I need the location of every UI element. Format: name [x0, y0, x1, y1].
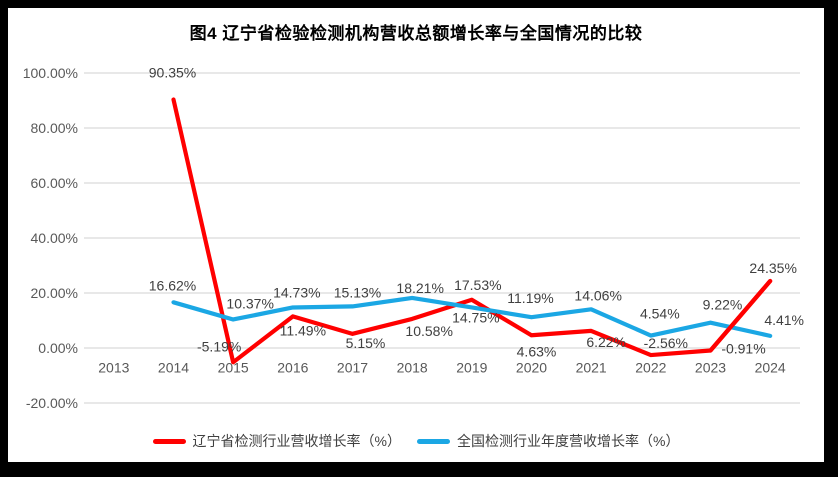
y-axis-tick-label: 0.00%: [38, 340, 78, 356]
x-axis-tick-label: 2022: [635, 360, 666, 376]
data-label-liaoning-2020: 4.63%: [517, 343, 557, 359]
legend-item-national: 全国检测行业年度营收增长率（%）: [417, 431, 679, 451]
x-axis-tick-label: 2021: [576, 360, 607, 376]
line-chart-plot: 100.00% 80.00% 60.00% 40.00% 20.00% 0.00% -20.…: [23, 65, 804, 411]
data-label-liaoning-2021: 6.22%: [586, 334, 626, 350]
series-line-liaoning: [171, 97, 773, 365]
legend-swatch-liaoning: [152, 438, 186, 444]
data-label-liaoning-2015: -5.19%: [197, 338, 241, 354]
x-axis-tick-label: 2013: [98, 360, 129, 376]
data-label-national-2017: 15.13%: [334, 284, 381, 300]
legend-label-liaoning: 辽宁省检测行业营收增长率（%）: [192, 433, 401, 449]
data-label-national-2021: 14.06%: [574, 287, 621, 303]
x-axis-tick-label: 2017: [337, 360, 368, 376]
data-label-liaoning-2018: 10.58%: [405, 323, 452, 339]
data-label-national-2019: 14.75%: [452, 309, 499, 325]
x-axis-tick-label: 2019: [456, 360, 487, 376]
data-label-national-2015: 10.37%: [226, 295, 273, 311]
x-axis-tick-label: 2020: [516, 360, 547, 376]
y-axis-tick-label: -20.00%: [26, 395, 78, 411]
chart-legend: 辽宁省检测行业营收增长率（%） 全国检测行业年度营收增长率（%）: [8, 431, 824, 451]
data-label-national-2023: 9.22%: [703, 297, 743, 313]
y-axis-tick-label: 60.00%: [31, 175, 78, 191]
y-axis-tick-label: 100.00%: [23, 65, 78, 81]
data-label-national-2016: 14.73%: [273, 284, 320, 300]
data-label-liaoning-2016: 11.49%: [280, 322, 326, 338]
data-label-liaoning-2019: 17.53%: [454, 277, 501, 293]
y-axis-tick-label: 40.00%: [31, 230, 78, 246]
legend-item-liaoning: 辽宁省检测行业营收增长率（%）: [152, 431, 401, 451]
y-axis-tick-label: 20.00%: [31, 285, 78, 301]
x-axis-tick-label: 2014: [158, 360, 189, 376]
x-axis-tick-label: 2016: [277, 360, 308, 376]
x-axis-tick-label: 2023: [695, 360, 726, 376]
data-label-liaoning-2014: 90.35%: [149, 65, 196, 81]
data-label-liaoning-2017: 5.15%: [346, 335, 386, 351]
data-label-national-2018: 18.21%: [396, 280, 443, 296]
series-line-liaoning-last-segment: [708, 278, 773, 353]
data-label-national-2022: 4.54%: [640, 306, 680, 322]
y-axis-tick-label: 80.00%: [31, 120, 78, 136]
data-label-national-2024: 4.41%: [764, 312, 804, 328]
chart-title: 图4 辽宁省检验检测机构营收总额增长率与全国情况的比较: [189, 24, 643, 43]
x-axis-tick-label: 2015: [218, 360, 249, 376]
x-axis-tick-label: 2018: [397, 360, 428, 376]
data-label-liaoning-2022: -2.56%: [644, 335, 688, 351]
chart-figure: 100.00% 80.00% 60.00% 40.00% 20.00% 0.00% -20.…: [8, 8, 824, 462]
data-label-liaoning-2024: 24.35%: [749, 260, 796, 276]
legend-label-national: 全国检测行业年度营收增长率（%）: [457, 433, 680, 449]
series-line-national: [171, 295, 773, 338]
x-axis-tick-label: 2024: [755, 360, 786, 376]
legend-swatch-national: [417, 438, 450, 444]
data-label-national-2020: 11.19%: [507, 290, 553, 306]
data-label-liaoning-2023: -0.91%: [721, 341, 765, 357]
data-label-national-2014: 16.62%: [149, 277, 196, 293]
